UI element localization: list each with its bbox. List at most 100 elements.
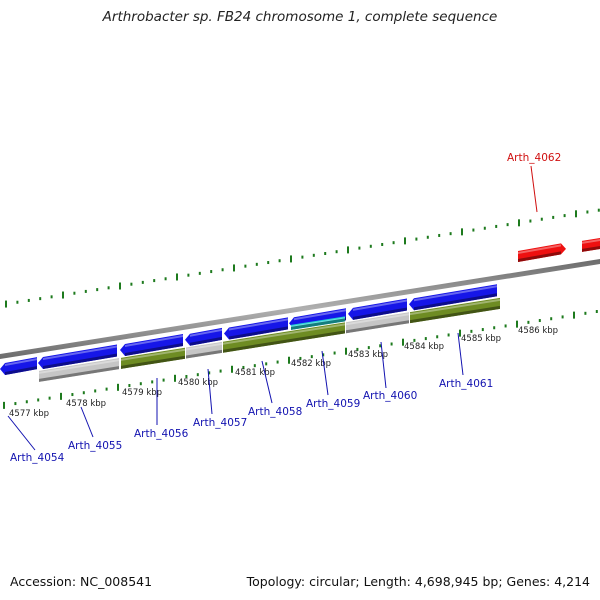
tick-mark: [16, 300, 19, 304]
tick-mark: [196, 373, 199, 377]
gene-label-arth-4054[interactable]: Arth_4054: [10, 452, 65, 464]
tick-mark: [538, 319, 541, 323]
gene-label-arth-4061[interactable]: Arth_4061: [439, 378, 493, 390]
gene-label-arth-4058[interactable]: Arth_4058: [248, 406, 302, 418]
topology-text: Topology: circular; Length: 4,698,945 bp…: [246, 574, 590, 589]
tick-mark: [356, 347, 359, 351]
kbp-label: 4581 kbp: [235, 368, 275, 378]
tick-mark: [333, 351, 336, 355]
rna-gene: [291, 316, 345, 330]
tick-mark: [584, 311, 587, 315]
callout-line: [530, 165, 538, 213]
pseudo-gene: [39, 358, 119, 382]
tick-mark: [299, 356, 302, 360]
tick-mark: [436, 335, 439, 339]
tick-mark: [404, 237, 406, 245]
tick-mark: [231, 365, 233, 373]
tick-mark: [130, 282, 133, 286]
tick-mark: [358, 246, 361, 250]
tick-mark: [575, 210, 577, 218]
tick-mark: [324, 252, 327, 256]
tick-mark: [402, 338, 404, 346]
tick-mark: [73, 291, 76, 295]
gene-callouts: [7, 165, 538, 451]
tick-mark: [447, 333, 450, 337]
tick-mark: [347, 246, 349, 254]
kbp-label: 4577 kbp: [9, 409, 49, 419]
gene-label-arth-4057[interactable]: Arth_4057: [193, 417, 247, 429]
kbp-label: 4583 kbp: [348, 350, 388, 360]
kbp-label: 4582 kbp: [291, 359, 331, 369]
tick-mark: [25, 400, 28, 404]
tick-mark: [290, 255, 292, 263]
tick-mark: [62, 291, 64, 299]
highlighted-gene: [582, 238, 600, 252]
gene-label-arth-4056[interactable]: Arth_4056: [134, 428, 189, 440]
tick-mark: [461, 228, 463, 236]
tick-mark: [94, 389, 97, 393]
tick-mark: [345, 347, 347, 355]
tick-mark: [563, 214, 566, 218]
tick-mark: [573, 311, 575, 319]
cds-forward: [120, 334, 183, 356]
kbp-label: 4578 kbp: [66, 399, 106, 409]
tick-mark: [495, 224, 498, 228]
kbp-label: 4585 kbp: [461, 334, 501, 344]
tick-mark: [71, 393, 74, 397]
kbp-label: 4579 kbp: [122, 388, 162, 398]
tick-mark: [301, 255, 304, 259]
kbp-label: 4580 kbp: [178, 378, 218, 388]
tick-mark: [597, 208, 600, 212]
tick-mark: [128, 384, 131, 388]
tick-mark: [595, 310, 598, 314]
tick-mark: [60, 392, 62, 400]
callout-line: [457, 332, 464, 376]
tick-mark: [117, 383, 119, 391]
accession-text: Accession: NC_008541: [10, 574, 153, 589]
tick-mark: [141, 280, 144, 284]
tick-mark: [208, 371, 211, 375]
callout-line: [261, 360, 273, 404]
tick-mark: [139, 382, 142, 386]
tick-mark: [255, 262, 258, 266]
tick-mark: [481, 328, 484, 332]
pseudo-gene: [186, 341, 222, 359]
tick-mark: [470, 329, 473, 333]
tick-mark: [39, 297, 42, 301]
tick-mark: [37, 398, 40, 402]
tick-mark: [367, 346, 370, 350]
tick-mark: [550, 317, 553, 321]
tick-mark: [449, 232, 452, 236]
tick-mark: [221, 268, 224, 272]
gene-reverse: [223, 322, 345, 353]
tick-mark: [552, 215, 555, 219]
tick-mark: [483, 226, 486, 230]
highlighted-gene: [518, 243, 566, 262]
tick-mark: [529, 219, 532, 223]
tick-mark: [107, 286, 110, 290]
gene-label-arth-4059[interactable]: Arth_4059: [306, 398, 360, 410]
gene-label-arth-4060[interactable]: Arth_4060: [363, 390, 417, 402]
tick-mark: [493, 326, 496, 330]
tick-mark: [210, 270, 213, 274]
tick-mark: [438, 233, 441, 237]
tick-mark: [151, 380, 154, 384]
kbp-label: 4586 kbp: [518, 326, 558, 336]
tick-mark: [119, 282, 121, 290]
cds-forward: [348, 298, 407, 320]
cds-forward: [0, 357, 37, 375]
tick-mark: [518, 219, 520, 227]
gene-label-arth-4055[interactable]: Arth_4055: [68, 440, 122, 452]
tick-mark: [185, 374, 188, 378]
gene-label-arth-4062[interactable]: Arth_4062: [507, 152, 561, 164]
cds-forward: [38, 344, 117, 369]
tick-mark: [586, 210, 589, 214]
gene-reverse: [121, 347, 185, 369]
tick-mark: [105, 387, 108, 391]
tick-mark: [310, 355, 313, 359]
outer-tick-track: [5, 208, 600, 308]
tick-mark: [48, 396, 51, 400]
pseudo-gene: [346, 312, 409, 334]
tick-mark: [392, 241, 395, 245]
